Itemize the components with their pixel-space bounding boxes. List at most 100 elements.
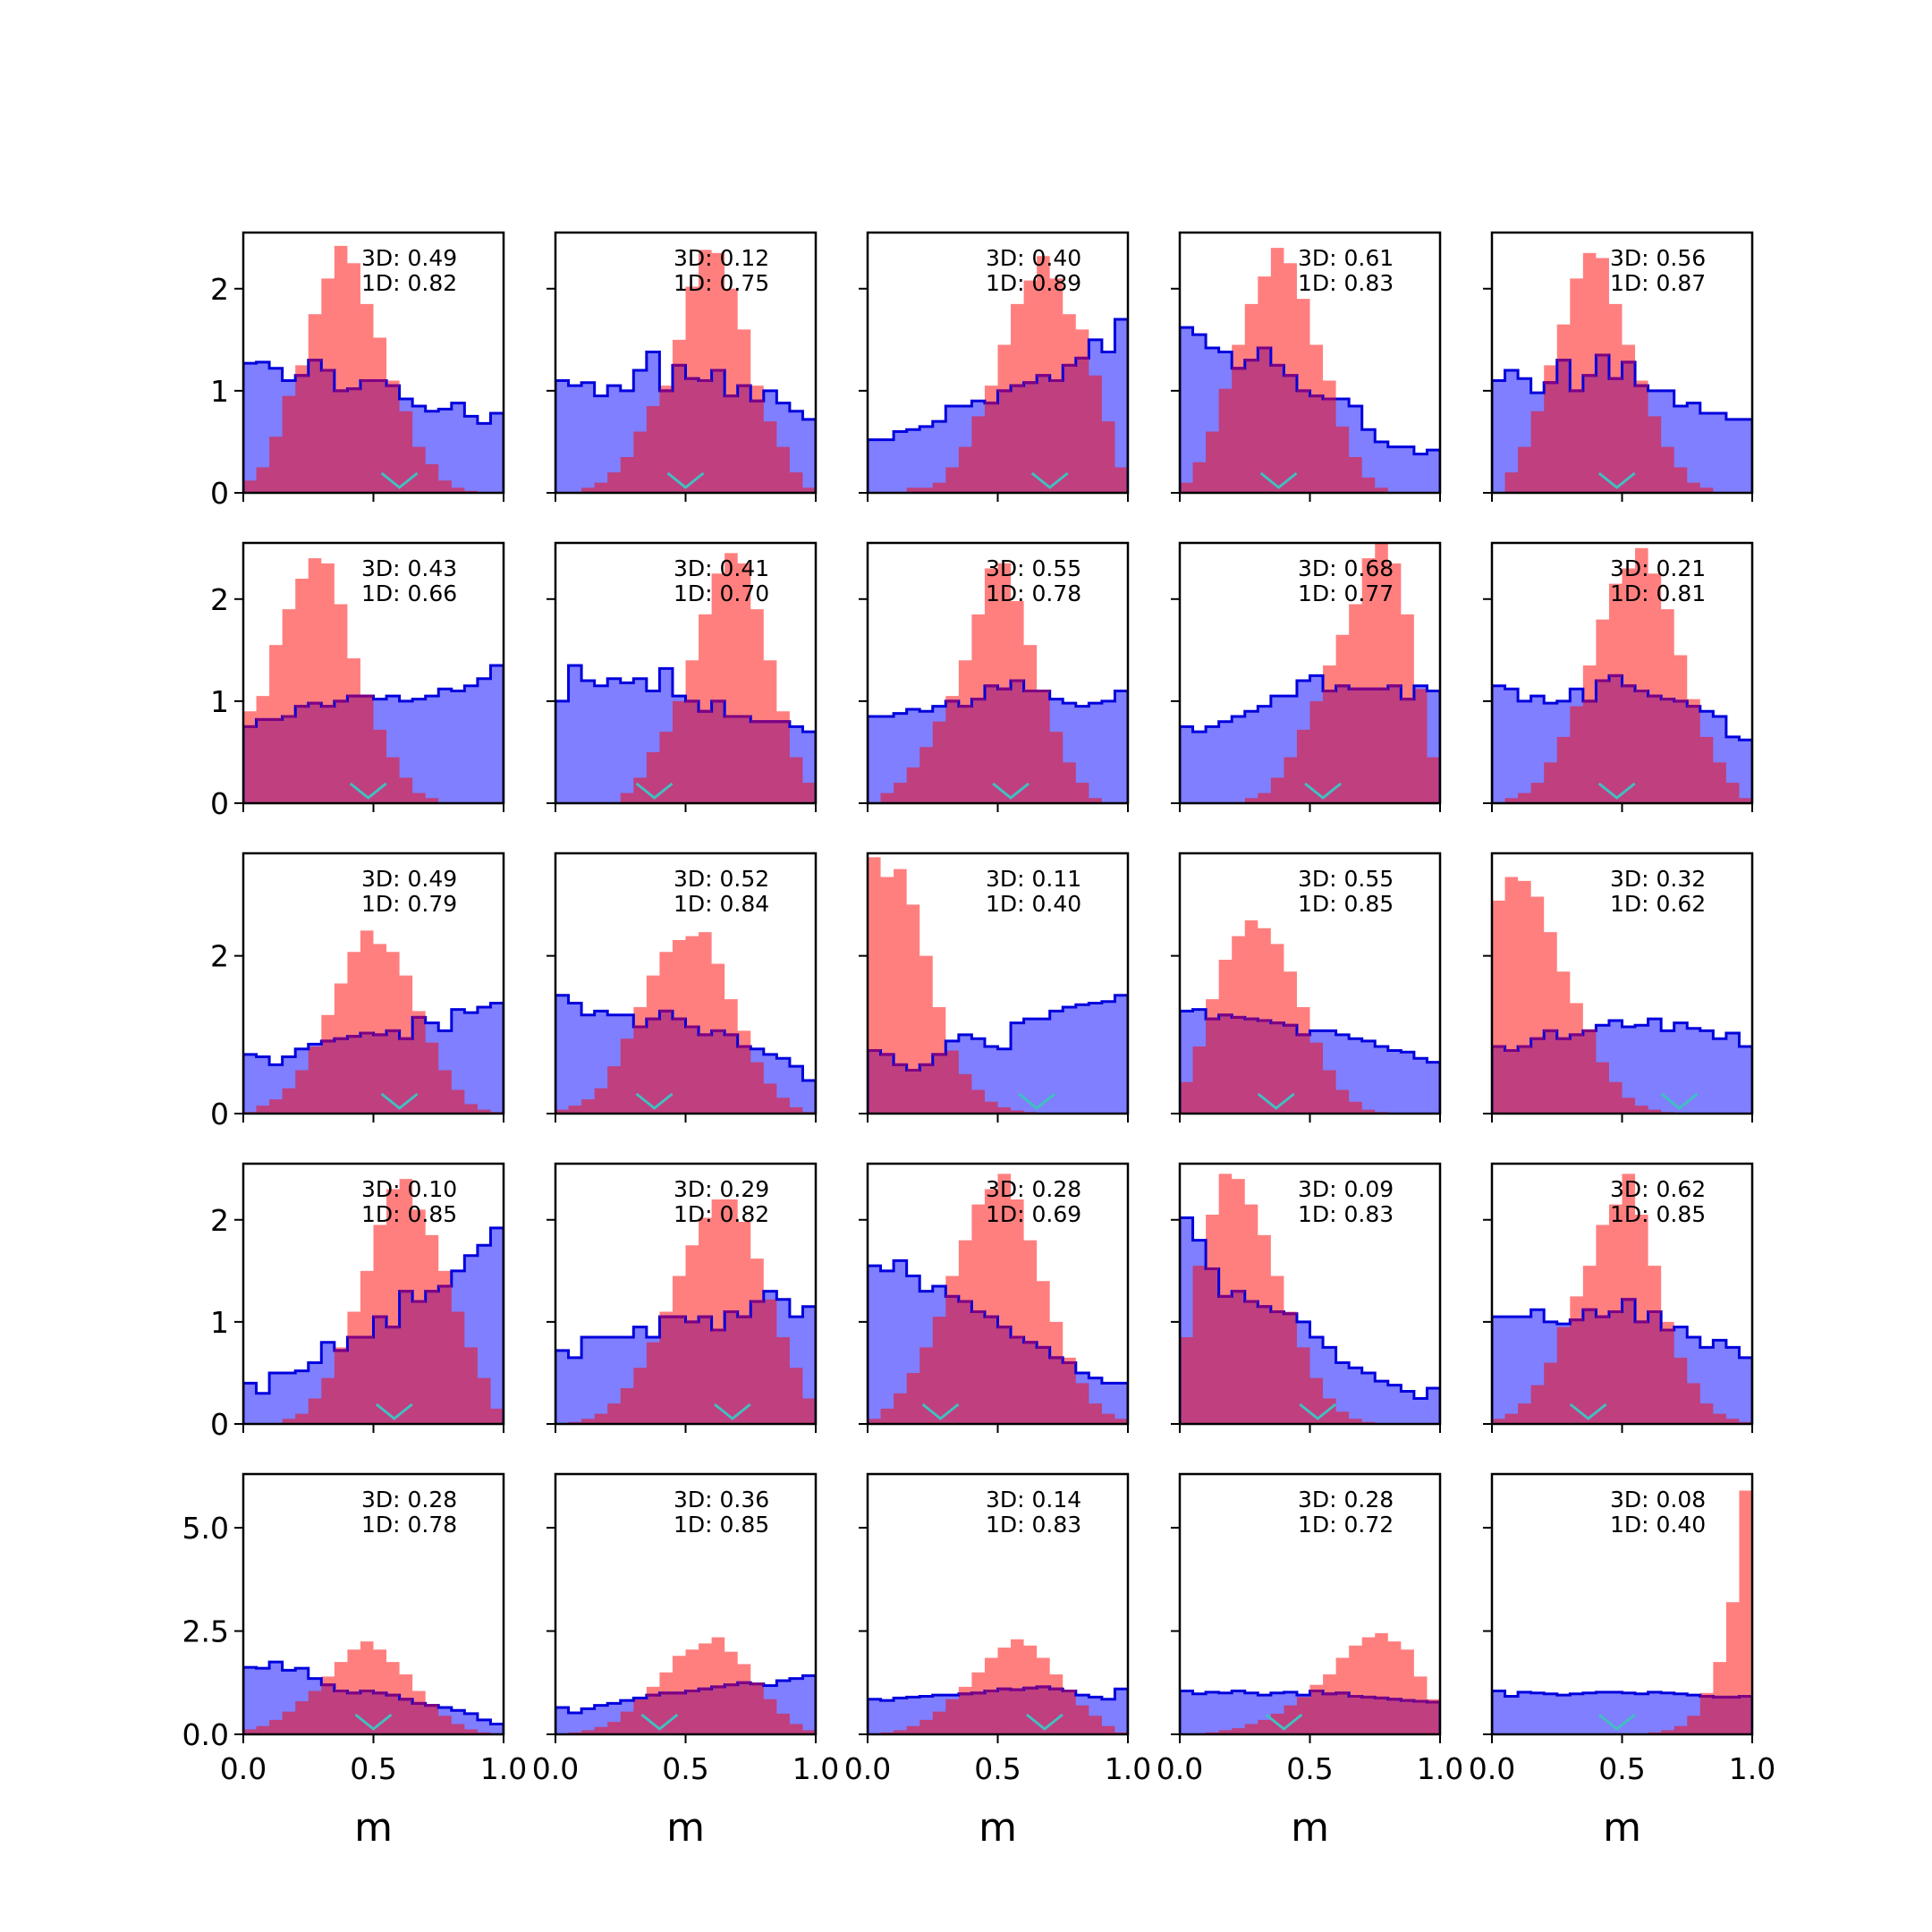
subplot-plot-area bbox=[1492, 547, 1752, 803]
marker-icon bbox=[635, 782, 674, 800]
red-histogram-fill bbox=[868, 256, 1128, 493]
label-1d: 1D: 0.40 bbox=[1610, 1512, 1706, 1538]
y-tick-label: 2.5 bbox=[182, 1614, 229, 1649]
label-3d: 3D: 0.41 bbox=[674, 555, 769, 581]
blue-histogram-line bbox=[555, 1290, 816, 1424]
y-tick-label: 5.0 bbox=[182, 1511, 229, 1546]
marker-icon bbox=[354, 1713, 393, 1731]
subplot-plot-area bbox=[555, 250, 816, 493]
x-tick-label: 1.0 bbox=[792, 1751, 839, 1786]
x-tick-label: 0.5 bbox=[974, 1751, 1021, 1786]
red-histogram-fill bbox=[1180, 1174, 1440, 1424]
label-3d: 3D: 0.49 bbox=[361, 866, 457, 892]
label-1d: 1D: 0.85 bbox=[1298, 891, 1394, 917]
x-axis-label: m bbox=[979, 1805, 1017, 1851]
label-3d: 3D: 0.28 bbox=[1298, 1487, 1394, 1513]
label-1d: 1D: 0.81 bbox=[1610, 580, 1706, 606]
subplot-plot-area bbox=[1180, 543, 1440, 803]
subplot-plot-area bbox=[1492, 252, 1752, 493]
subplot-plot-area bbox=[1180, 1632, 1440, 1734]
marker-icon bbox=[1030, 471, 1069, 489]
x-tick-label: 0.5 bbox=[1286, 1751, 1333, 1786]
label-3d: 3D: 0.36 bbox=[674, 1487, 769, 1513]
subplot-plot-area bbox=[1492, 1174, 1752, 1424]
marker-icon bbox=[349, 782, 387, 800]
label-3d: 3D: 0.40 bbox=[986, 245, 1081, 271]
subplot-plot-area bbox=[243, 930, 504, 1114]
label-3d: 3D: 0.28 bbox=[361, 1487, 457, 1513]
x-tick-label: 0.5 bbox=[662, 1751, 708, 1786]
label-3d: 3D: 0.62 bbox=[1610, 1176, 1706, 1202]
label-3d: 3D: 0.61 bbox=[1298, 245, 1394, 271]
label-3d: 3D: 0.49 bbox=[361, 245, 457, 271]
subplot-plot-area bbox=[1492, 1490, 1752, 1734]
x-tick-label: 0.5 bbox=[350, 1751, 396, 1786]
label-1d: 1D: 0.84 bbox=[674, 891, 769, 917]
label-1d: 1D: 0.83 bbox=[1298, 1201, 1394, 1227]
label-1d: 1D: 0.62 bbox=[1610, 891, 1706, 917]
subplot-plot-area bbox=[243, 558, 504, 803]
label-1d: 1D: 0.85 bbox=[674, 1512, 769, 1538]
subplot-plot-area bbox=[868, 563, 1128, 803]
label-1d: 1D: 0.83 bbox=[986, 1512, 1081, 1538]
marker-icon bbox=[1304, 782, 1342, 800]
blue-histogram-line bbox=[868, 679, 1128, 803]
subplot-plot-area bbox=[555, 932, 816, 1114]
x-axis-label: m bbox=[354, 1805, 393, 1851]
subplot-plot-area bbox=[555, 1637, 816, 1734]
label-1d: 1D: 0.78 bbox=[361, 1512, 457, 1538]
blue-histogram-line bbox=[555, 351, 816, 493]
red-histogram-fill bbox=[555, 1199, 816, 1424]
marker-icon bbox=[640, 1713, 679, 1731]
x-tick-label: 0.0 bbox=[844, 1751, 891, 1786]
subplot-plot-area bbox=[1180, 248, 1440, 493]
label-3d: 3D: 0.43 bbox=[361, 555, 457, 581]
marker-icon bbox=[1265, 1713, 1303, 1731]
marker-icon bbox=[992, 782, 1030, 800]
label-1d: 1D: 0.40 bbox=[986, 891, 1081, 917]
label-1d: 1D: 0.83 bbox=[1298, 270, 1394, 296]
red-histogram-fill bbox=[1180, 1632, 1440, 1734]
y-tick-label: 1 bbox=[210, 374, 229, 409]
marker-icon bbox=[1597, 471, 1636, 489]
red-histogram-fill bbox=[1492, 1490, 1752, 1734]
x-tick-label: 0.0 bbox=[1157, 1751, 1203, 1786]
label-1d: 1D: 0.72 bbox=[1298, 1512, 1394, 1538]
x-tick-label: 0.0 bbox=[1469, 1751, 1515, 1786]
marker-icon bbox=[1025, 1713, 1063, 1731]
x-tick-label: 0.5 bbox=[1598, 1751, 1645, 1786]
y-tick-label: 2 bbox=[210, 272, 229, 307]
red-histogram-fill bbox=[555, 553, 816, 803]
y-tick-label: 0 bbox=[210, 786, 229, 821]
y-tick-label: 2 bbox=[210, 939, 229, 974]
red-histogram-fill bbox=[1180, 919, 1440, 1114]
blue-histogram-line bbox=[1180, 674, 1440, 803]
x-tick-label: 0.0 bbox=[532, 1751, 579, 1786]
blue-histogram-line bbox=[868, 994, 1128, 1114]
x-tick-label: 1.0 bbox=[480, 1751, 527, 1786]
label-1d: 1D: 0.89 bbox=[986, 270, 1081, 296]
red-histogram-fill bbox=[868, 857, 1128, 1114]
blue-histogram-line bbox=[1492, 674, 1752, 803]
label-1d: 1D: 0.70 bbox=[674, 580, 769, 606]
marker-icon bbox=[921, 1402, 960, 1420]
red-histogram-fill bbox=[555, 1637, 816, 1734]
label-1d: 1D: 0.82 bbox=[674, 1201, 769, 1227]
marker-icon bbox=[713, 1402, 751, 1420]
red-histogram-fill bbox=[1180, 543, 1440, 803]
